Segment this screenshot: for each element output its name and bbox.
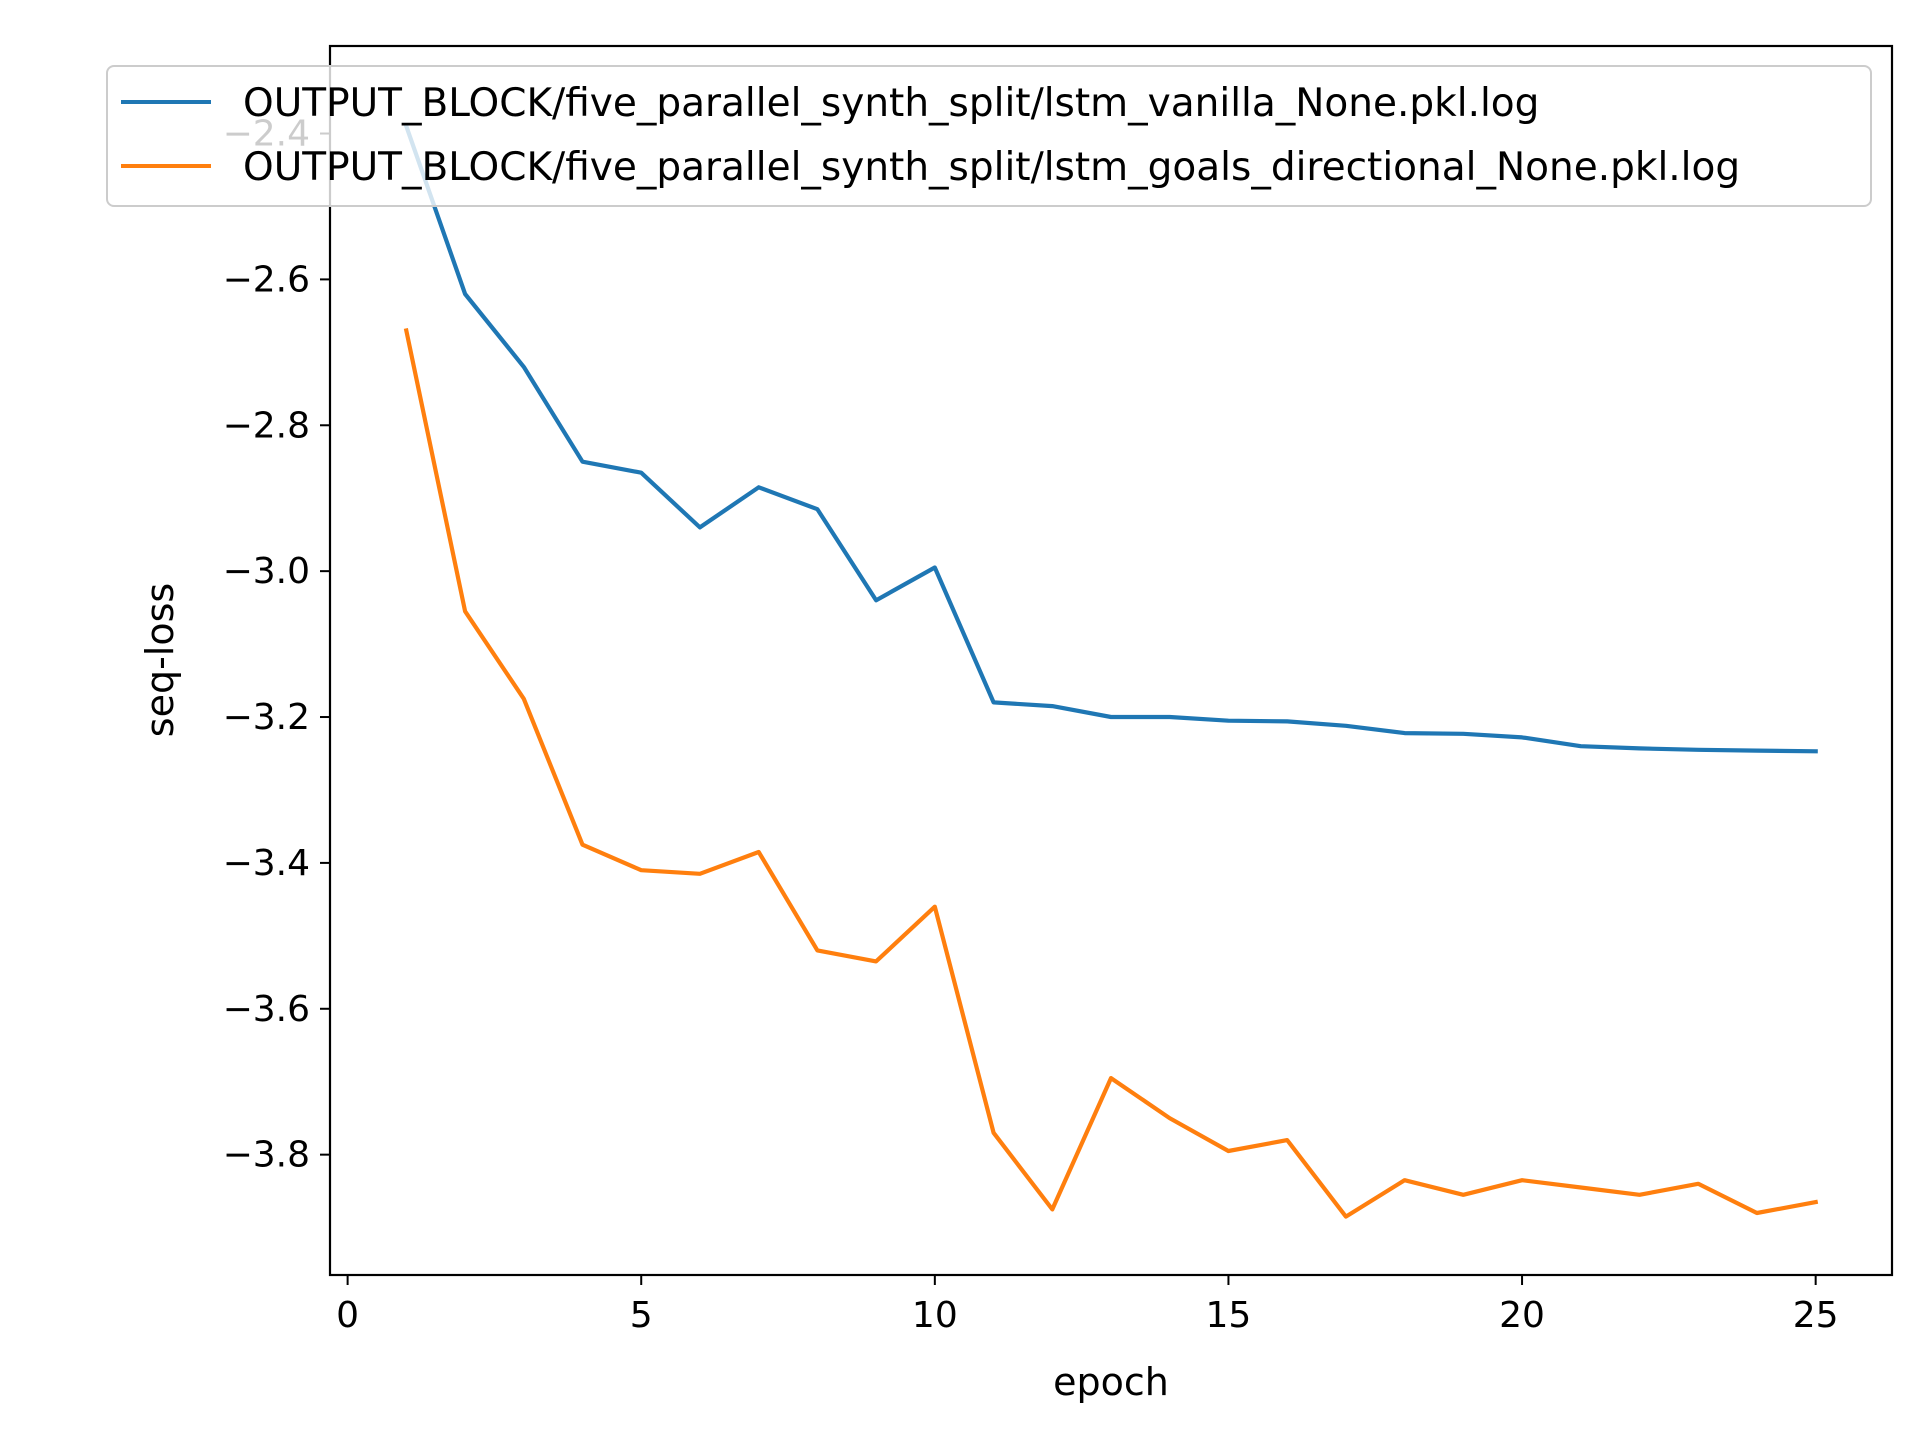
y-axis-title: seq-loss (138, 583, 182, 737)
x-tick-label: 5 (630, 1295, 653, 1336)
y-tick-label: −3.0 (223, 551, 310, 592)
legend: OUTPUT_BLOCK/five_parallel_synth_split/l… (106, 65, 1872, 207)
series-line-1 (403, 328, 1819, 1219)
x-tick-label: 0 (336, 1295, 359, 1336)
legend-label-vanilla: OUTPUT_BLOCK/five_parallel_synth_split/l… (243, 81, 1539, 126)
x-axis: 0 5 10 15 20 25 (336, 1275, 1839, 1336)
legend-label-goals-directional: OUTPUT_BLOCK/five_parallel_synth_split/l… (243, 145, 1740, 190)
y-tick-label: −2.6 (223, 259, 310, 300)
y-axis: −3.8−3.6−3.4−3.2−3.0−2.8−2.6−2.4 (223, 114, 330, 1176)
y-tick-label: −3.8 (223, 1135, 310, 1176)
series-line-0 (403, 123, 1818, 754)
x-tick-label: 10 (912, 1295, 958, 1336)
x-axis-title: epoch (1053, 1360, 1169, 1404)
y-tick-label: −2.8 (223, 405, 310, 446)
plot-frame (328, 44, 1894, 1277)
y-tick-label: −3.2 (223, 697, 310, 738)
x-tick-label: 25 (1793, 1295, 1839, 1336)
series-layer (403, 123, 1819, 1219)
x-tick-label: 15 (1206, 1295, 1252, 1336)
y-tick-label: −3.6 (223, 989, 310, 1030)
x-tick-label: 20 (1499, 1295, 1545, 1336)
legend-box (106, 65, 1872, 207)
y-tick-label: −3.4 (223, 843, 310, 884)
